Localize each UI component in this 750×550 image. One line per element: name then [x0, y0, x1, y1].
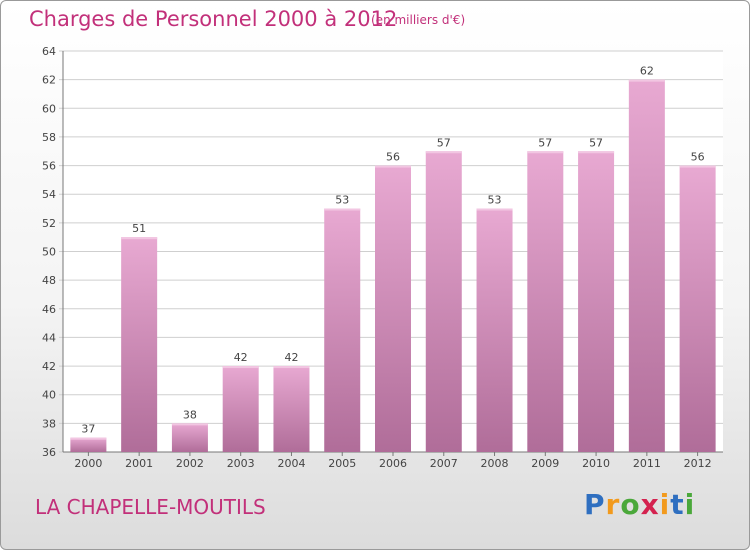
data-label: 57 — [538, 136, 552, 149]
y-tick-label: 50 — [42, 246, 56, 259]
bar-highlight — [679, 165, 716, 168]
y-tick-label: 44 — [42, 331, 56, 344]
bar-highlight — [273, 366, 310, 369]
bar-highlight — [375, 165, 411, 168]
x-tick-label: 2011 — [633, 457, 661, 470]
bar — [121, 237, 158, 452]
x-tick-label: 2009 — [531, 457, 559, 470]
bar — [476, 208, 513, 452]
bar-highlight — [222, 366, 259, 369]
bar-highlight — [476, 208, 513, 211]
logo-letter: i — [684, 488, 696, 521]
bar — [375, 165, 411, 453]
data-label: 57 — [589, 136, 603, 149]
data-label: 56 — [386, 151, 400, 164]
x-tick-label: 2006 — [379, 457, 407, 470]
x-tick-label: 2000 — [74, 457, 102, 470]
x-tick-label: 2010 — [582, 457, 610, 470]
bar-highlight — [578, 151, 615, 154]
bar — [273, 366, 310, 452]
x-tick-label: 2002 — [176, 457, 204, 470]
y-tick-label: 56 — [42, 160, 56, 173]
bar — [527, 151, 564, 452]
bar-highlight — [324, 208, 361, 211]
logo-letter: t — [670, 488, 685, 521]
data-labels: 37 51 38 42 42 53 56 57 53 57 57 62 56 — [81, 65, 704, 436]
bar — [628, 79, 665, 453]
y-tick-label: 42 — [42, 360, 56, 373]
commune-name: LA CHAPELLE-MOUTILS — [35, 495, 266, 519]
y-tick-label: 58 — [42, 131, 56, 144]
x-tick-label: 2005 — [328, 457, 356, 470]
chart-title: Charges de Personnel 2000 à 2012 — [29, 7, 398, 31]
bar-highlight — [628, 79, 665, 82]
x-tick-label: 2007 — [430, 457, 458, 470]
proxiti-logo: Proxiti — [584, 488, 695, 521]
y-tick-label: 38 — [42, 417, 56, 430]
bar-highlight — [121, 237, 158, 240]
x-tick-label: 2008 — [481, 457, 509, 470]
data-label: 53 — [488, 194, 502, 207]
data-label: 57 — [437, 136, 451, 149]
x-tick-label: 2012 — [684, 457, 712, 470]
logo-letter: r — [605, 488, 621, 521]
bar-highlight — [425, 151, 462, 154]
x-tick-label: 2003 — [227, 457, 255, 470]
data-label: 38 — [183, 408, 197, 421]
bar — [70, 437, 107, 452]
bar — [222, 366, 259, 452]
x-tick-label: 2001 — [125, 457, 153, 470]
y-tick-label: 48 — [42, 274, 56, 287]
bars — [70, 79, 716, 453]
data-label: 51 — [132, 222, 146, 235]
y-tick-label: 54 — [42, 188, 56, 201]
data-label: 42 — [284, 351, 298, 364]
data-label: 53 — [335, 194, 349, 207]
y-tick-label: 52 — [42, 217, 56, 230]
x-tick-label: 2004 — [277, 457, 305, 470]
logo-letter: i — [659, 488, 671, 521]
bar-highlight — [171, 423, 208, 426]
y-tick-label: 60 — [42, 102, 56, 115]
data-label: 37 — [81, 423, 95, 436]
bar — [425, 151, 462, 452]
bar — [578, 151, 615, 452]
y-tick-label: 36 — [42, 446, 56, 459]
y-tick-label: 46 — [42, 303, 56, 316]
logo-letter: x — [640, 488, 660, 521]
logo-letter: o — [620, 488, 641, 521]
data-label: 42 — [234, 351, 248, 364]
y-tick-label: 62 — [42, 74, 56, 87]
bar-highlight — [527, 151, 564, 154]
bar — [171, 423, 208, 452]
data-label: 56 — [691, 151, 705, 164]
data-label: 62 — [640, 65, 654, 78]
logo-letter: P — [584, 488, 606, 521]
y-tick-label: 40 — [42, 389, 56, 402]
chart-subtitle: (en milliers d'€) — [371, 13, 466, 27]
bar — [679, 165, 716, 453]
bar-highlight — [70, 437, 107, 440]
bar — [324, 208, 361, 452]
y-tick-label: 64 — [42, 45, 56, 58]
